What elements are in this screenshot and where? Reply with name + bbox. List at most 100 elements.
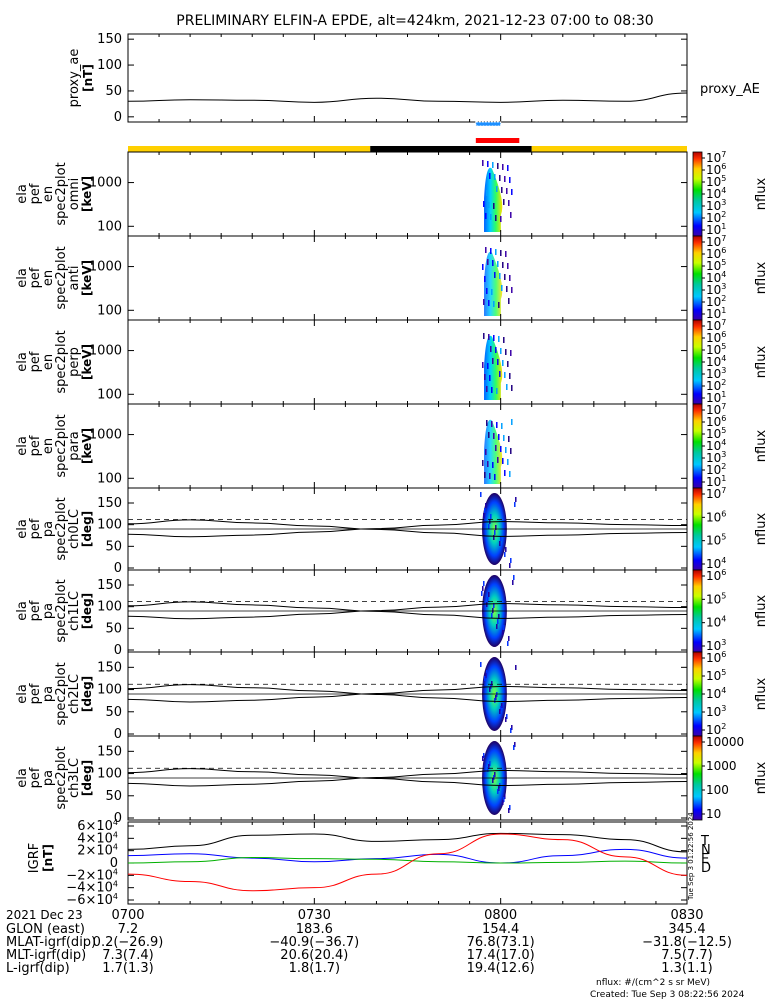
spectrogram-speck — [506, 188, 508, 194]
pa-speck — [515, 497, 517, 502]
spectrogram-speck — [504, 372, 506, 378]
colorbar-label: nflux — [754, 678, 769, 711]
spectrogram-speck — [502, 164, 504, 170]
igrf-yunit: [nT] — [41, 844, 55, 872]
spectrogram-speck — [495, 445, 497, 451]
colorbar-label: nflux — [754, 346, 769, 379]
status-bars — [128, 121, 687, 152]
energy-ytick-label: 100 — [97, 471, 122, 486]
x-tick-label: 0700 — [111, 908, 144, 923]
panel-ylabel-line: en — [41, 354, 56, 370]
spectrogram-speck — [509, 373, 511, 379]
pa-speck — [493, 535, 495, 540]
spectrogram-speck — [484, 472, 486, 478]
proxy-ae-ylabel: proxy_ae — [67, 49, 82, 108]
pa-speck — [514, 742, 516, 747]
ephemeris-value: 17.4(17.0) — [467, 948, 535, 963]
spectrogram-speck — [495, 347, 497, 353]
spectrogram-speck — [499, 371, 501, 377]
spectrogram-speck — [488, 432, 490, 438]
x-axis-label: 2021 Dec 23 — [6, 908, 83, 922]
colorbar — [692, 235, 703, 321]
spectrogram-speck — [494, 474, 496, 480]
spectrogram-speck — [484, 374, 486, 380]
x-tick-label: 0730 — [298, 908, 331, 923]
spectrogram-speck — [500, 348, 502, 354]
panel-ylabel-line: ch0LC — [67, 509, 82, 549]
proxy-ae-ytick-label: 150 — [97, 32, 122, 47]
pa-speck — [497, 619, 499, 624]
panel-ylabel-line: ch1LC — [67, 591, 82, 631]
spectrogram-blob — [484, 251, 503, 316]
panel-yunit: [deg] — [80, 593, 94, 629]
pa-ytick-label: 50 — [105, 621, 122, 636]
shadow-bar — [370, 146, 532, 152]
spectrogram-speck — [508, 436, 510, 442]
pa-speck — [490, 514, 492, 519]
igrf-line-E — [127, 856, 688, 864]
energy-ytick-label: 1000 — [89, 344, 122, 359]
panel-ylabel-line: ela — [15, 601, 30, 621]
spectrogram-speck — [504, 176, 506, 182]
spectrogram-speck — [501, 187, 503, 193]
pa-speck — [515, 665, 517, 670]
ephemeris-row-label: MLAT-igrf(dip) — [6, 935, 96, 950]
pa-speck — [493, 775, 495, 780]
spectrogram-speck — [505, 447, 507, 453]
spectrogram-speck — [493, 433, 495, 439]
spectrogram-speck — [493, 335, 495, 341]
spectrogram-speck — [487, 161, 489, 167]
igrf-line-D — [127, 833, 688, 892]
spectrogram-speck — [482, 460, 484, 466]
pa-speck — [491, 681, 493, 686]
igrf-legend-item: N — [701, 843, 711, 858]
ephemeris-row-label: L-igrf(dip) — [6, 961, 70, 976]
colorbar-label: nflux — [754, 513, 769, 546]
plot-title: PRELIMINARY ELFIN-A EPDE, alt=424km, 202… — [176, 13, 653, 29]
colorbar-tick-label: 107 — [706, 486, 726, 501]
energy-panel: 1000100elapefenspec2plotpara[keV]1071061… — [15, 402, 769, 489]
colorbar-tick-label: 106 — [706, 509, 726, 524]
panel-ylabel-line: spec2plot — [54, 497, 69, 560]
pa-speck — [489, 687, 491, 692]
panel-ylabel-line: pef — [28, 435, 43, 456]
panel-frame — [127, 151, 688, 237]
colorbar-tick-label: 105 — [706, 668, 726, 683]
pa-speck — [512, 580, 514, 585]
pa-speck — [499, 541, 501, 546]
spectrogram-speck — [507, 361, 509, 367]
ephemeris-value: 183.6 — [296, 922, 333, 937]
ephemeris-value: 76.8(73.1) — [467, 935, 535, 950]
spectrogram-speck — [500, 446, 502, 452]
panel-frame — [127, 403, 688, 489]
epd-bar — [475, 121, 502, 127]
pa-speck — [499, 709, 501, 714]
spectrogram-speck — [483, 333, 485, 339]
spectrogram-speck — [509, 275, 511, 281]
pa-speck — [510, 728, 512, 733]
spectrogram-speck — [508, 200, 510, 206]
panel-ylabel-line: perp — [67, 347, 82, 377]
pa-speck — [484, 676, 486, 681]
colorbar — [692, 403, 703, 489]
panel-ylabel-line: pa — [41, 770, 56, 786]
colorbar-tick-label: 104 — [706, 615, 726, 630]
igrf-ylabel: IGRF — [27, 843, 42, 873]
panel-ylabel-line: pef — [28, 683, 43, 704]
spectrogram-speck — [493, 203, 495, 209]
pa-speck — [508, 636, 510, 641]
proxy-ae-ytick-label: 50 — [105, 84, 122, 99]
ephemeris-value: 7.3(7.4) — [102, 948, 154, 963]
pa-speck — [485, 673, 487, 678]
spectrogram-speck — [509, 177, 511, 183]
anti-loss-cone-line — [127, 769, 688, 787]
loss-cone-line — [127, 519, 688, 537]
sunlit-bar — [128, 146, 371, 152]
spectrogram-speck — [502, 262, 504, 268]
pa-ytick-label: 0 — [114, 727, 122, 742]
pa-speck — [481, 591, 483, 596]
pa-speck — [505, 547, 507, 552]
created-note: Created: Tue Sep 3 08:22:56 2024 — [590, 990, 745, 1000]
anti-loss-cone-line — [127, 685, 688, 703]
